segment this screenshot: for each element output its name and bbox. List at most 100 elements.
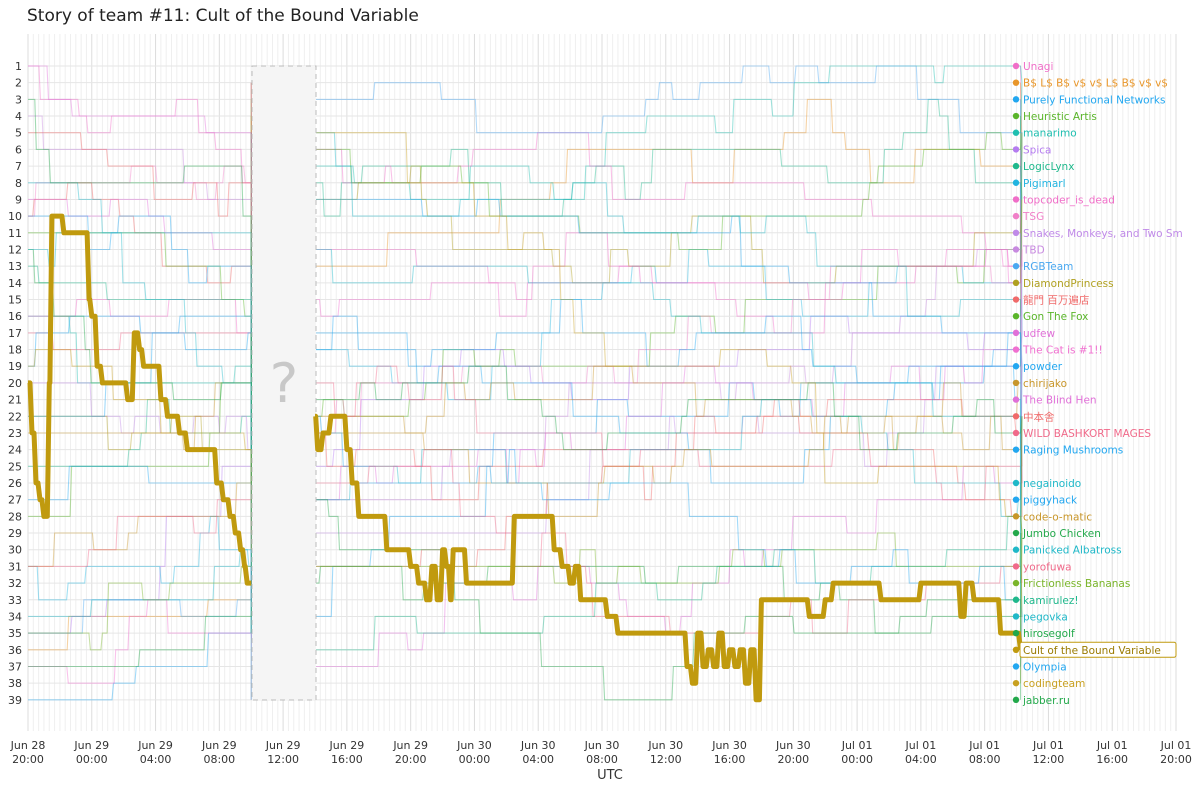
team-marker bbox=[1012, 596, 1020, 603]
other-team-path-after-gap bbox=[315, 399, 1022, 517]
team-marker bbox=[1012, 613, 1020, 620]
team-name: Cult of the Bound Variable bbox=[1023, 645, 1161, 657]
rank-tick-label: 39 bbox=[8, 694, 22, 707]
team-label-item: WILD BASHKORT MAGES bbox=[1012, 428, 1151, 440]
team-marker bbox=[1012, 96, 1020, 103]
x-tick-date: Jul 01 bbox=[841, 739, 873, 752]
team-label-item: udfew bbox=[1012, 328, 1055, 340]
team-name: Gon The Fox bbox=[1023, 311, 1088, 323]
other-team-path-after-gap bbox=[315, 132, 1022, 550]
rank-tick-label: 26 bbox=[8, 477, 22, 490]
other-team-line bbox=[28, 65, 1023, 350]
team-label-item: manarimo bbox=[1012, 128, 1077, 140]
rank-tick-label: 33 bbox=[8, 594, 22, 607]
rank-tick-label: 36 bbox=[8, 644, 22, 657]
other-team-path-before-gap bbox=[28, 299, 252, 634]
other-team-path-after-gap bbox=[315, 198, 1023, 500]
x-tick-time: 08:00 bbox=[203, 753, 235, 766]
team-name: DiamondPrincess bbox=[1023, 278, 1114, 290]
other-team-path-after-gap bbox=[315, 515, 1023, 651]
rank-tick-label: 35 bbox=[8, 627, 22, 640]
team-name: code-o-matic bbox=[1023, 511, 1092, 523]
rank-axis: 1234567891011121314151617181920212223242… bbox=[8, 60, 22, 707]
other-team-line bbox=[28, 82, 1023, 567]
other-team-path-before-gap bbox=[28, 316, 252, 651]
x-tick-date: Jul 01 bbox=[1032, 739, 1064, 752]
other-team-path-before-gap bbox=[28, 198, 252, 467]
team-name: topcoder_is_dead bbox=[1023, 194, 1115, 206]
team-name: pegovka bbox=[1023, 611, 1068, 623]
rank-tick-label: 34 bbox=[8, 610, 22, 623]
other-team-line bbox=[28, 99, 1022, 517]
team-label-item: Cult of the Bound Variable bbox=[1012, 641, 1177, 658]
team-marker bbox=[1012, 396, 1020, 403]
other-team-path-after-gap bbox=[315, 132, 1022, 267]
other-team-path-after-gap bbox=[315, 216, 1022, 434]
team-name: piggyhack bbox=[1023, 495, 1078, 507]
team-label-item: kamirulez! bbox=[1012, 595, 1079, 607]
other-team-line bbox=[28, 65, 1023, 634]
other-team-line bbox=[28, 65, 1023, 634]
x-tick-time: 20:00 bbox=[395, 753, 427, 766]
team-name: Raging Mushrooms bbox=[1023, 445, 1123, 457]
team-label-item: Raging Mushrooms bbox=[1012, 445, 1123, 457]
rank-tick-label: 1 bbox=[15, 60, 22, 73]
team-label-item: Snakes, Monkeys, and Two Sm bbox=[1012, 228, 1183, 240]
team-label-item: Jumbo Chicken bbox=[1012, 528, 1101, 540]
team-name: codingteam bbox=[1023, 678, 1085, 690]
other-team-path-before-gap bbox=[28, 232, 252, 267]
other-team-path-after-gap bbox=[315, 499, 1022, 701]
team-marker bbox=[1012, 179, 1020, 186]
team-name: negainoido bbox=[1023, 478, 1081, 490]
rank-tick-label: 7 bbox=[15, 160, 22, 173]
other-team-line bbox=[28, 165, 1023, 467]
highlight-path-before-gap bbox=[27, 213, 252, 586]
x-tick-time: 16:00 bbox=[1096, 753, 1128, 766]
team-marker bbox=[1012, 413, 1020, 420]
x-tick-date: Jul 01 bbox=[1096, 739, 1128, 752]
rank-tick-label: 27 bbox=[8, 494, 22, 507]
team-name: Pigimarl bbox=[1023, 178, 1066, 190]
other-team-path-before-gap bbox=[28, 132, 252, 217]
team-marker bbox=[1012, 212, 1020, 220]
team-marker bbox=[1012, 379, 1020, 387]
team-marker bbox=[1012, 112, 1020, 120]
team-marker bbox=[1012, 229, 1020, 236]
x-tick-date: Jun 30 bbox=[456, 739, 492, 752]
other-team-line bbox=[28, 132, 1022, 450]
team-name: chirijako bbox=[1023, 378, 1067, 390]
other-team-path-after-gap bbox=[315, 82, 1023, 267]
team-marker bbox=[1012, 296, 1020, 303]
other-team-path-before-gap bbox=[28, 315, 252, 634]
x-tick-time: 16:00 bbox=[331, 753, 363, 766]
other-team-line bbox=[28, 99, 1023, 701]
team-marker bbox=[1012, 129, 1020, 136]
x-tick-time: 04:00 bbox=[905, 753, 937, 766]
other-team-line bbox=[28, 132, 1023, 500]
rank-tick-label: 31 bbox=[8, 560, 22, 573]
other-team-line bbox=[28, 182, 1022, 601]
other-team-path-before-gap bbox=[28, 265, 252, 517]
x-tick-time: 20:00 bbox=[777, 753, 809, 766]
rank-tick-label: 21 bbox=[8, 394, 22, 407]
team-marker bbox=[1012, 496, 1020, 503]
other-team-path-after-gap bbox=[315, 65, 1023, 200]
team-label-item: B$ L$ B$ v$ v$ L$ B$ v$ v$ bbox=[1012, 78, 1168, 90]
x-tick-time: 08:00 bbox=[586, 753, 618, 766]
other-team-path-before-gap bbox=[28, 466, 254, 684]
other-team-path-before-gap bbox=[28, 132, 252, 367]
rank-tick-label: 24 bbox=[8, 444, 22, 457]
other-team-path-after-gap bbox=[315, 232, 1023, 534]
team-name: TSG bbox=[1022, 211, 1044, 223]
other-team-path-before-gap bbox=[28, 115, 254, 333]
team-label-item: yorofuwa bbox=[1012, 561, 1072, 573]
other-team-path-after-gap bbox=[315, 99, 1023, 617]
